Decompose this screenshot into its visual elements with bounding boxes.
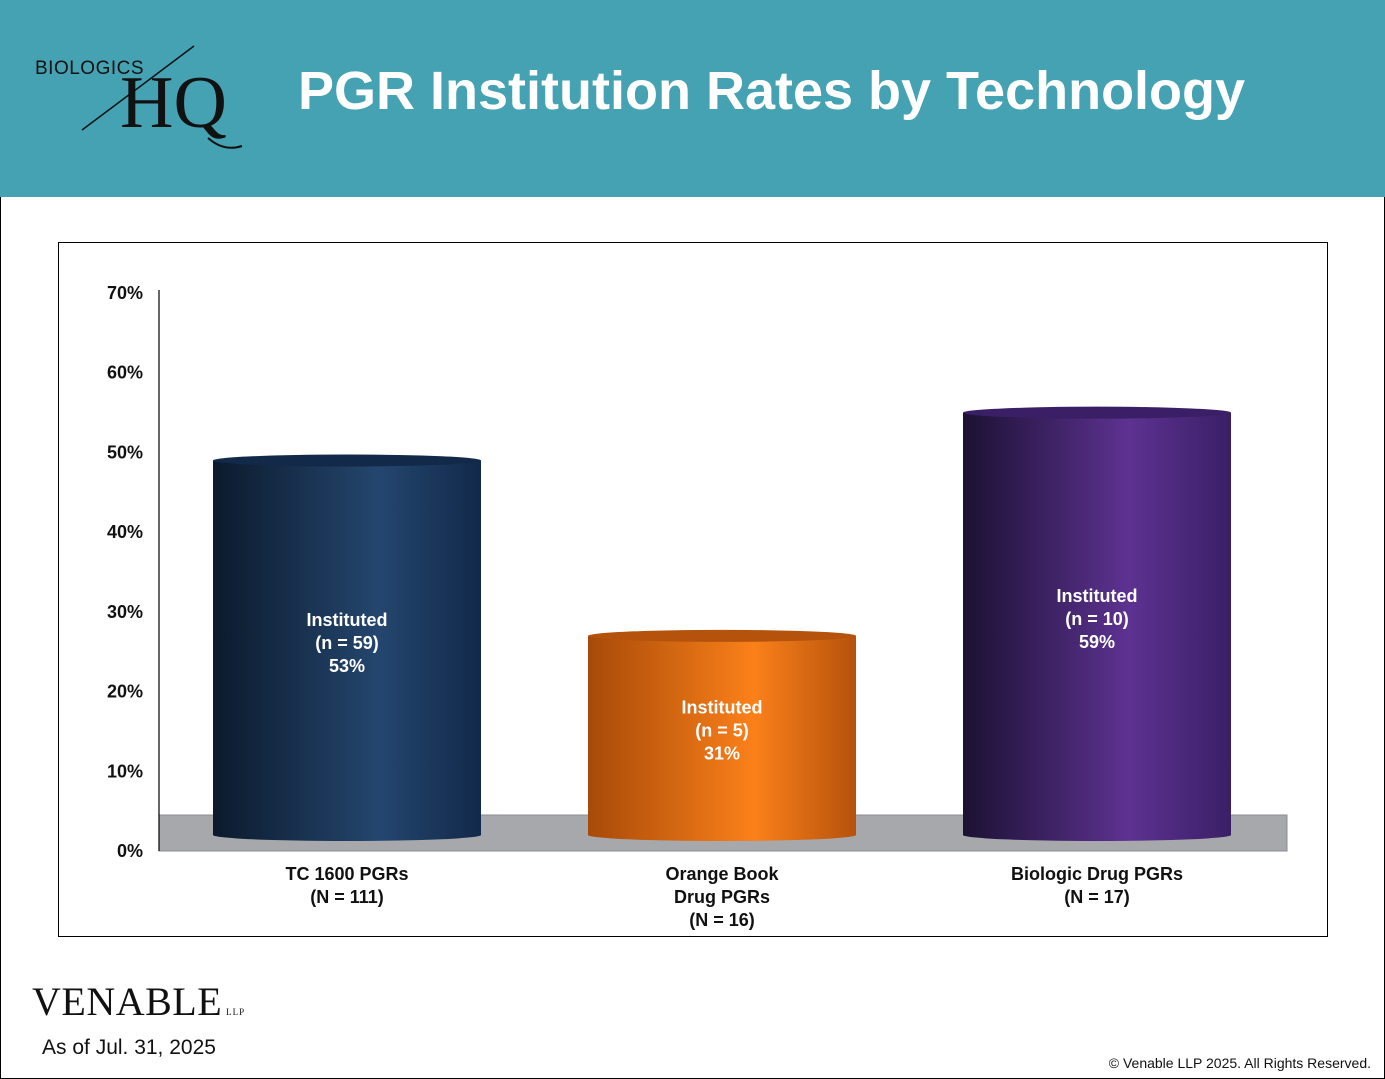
bar xyxy=(963,412,1231,841)
as-of-date: As of Jul. 31, 2025 xyxy=(42,1036,216,1059)
venable-logo: VENABLE LLP xyxy=(32,978,245,1025)
bar xyxy=(588,635,856,841)
chart-panel: 0% 10% 20% 30% 40% 50% 60% 70% Instituted (n = 59… xyxy=(58,242,1328,937)
x-category-label: (N = 16) xyxy=(689,910,755,930)
bar-group xyxy=(213,454,481,841)
page-title: PGR Institution Rates by Technology xyxy=(298,61,1246,121)
bar-data-label: (n = 59) xyxy=(315,633,379,653)
y-tick-label: 0% xyxy=(117,841,143,861)
bar-top-cap xyxy=(213,454,481,467)
y-tick-label: 10% xyxy=(107,761,143,781)
bar-data-label: (n = 10) xyxy=(1065,609,1129,629)
x-category-label: TC 1600 PGRs xyxy=(285,864,408,884)
bar-data-label: Instituted xyxy=(1057,586,1138,606)
bar-top-cap xyxy=(588,629,856,642)
logo-slash-icon xyxy=(81,45,243,149)
x-category-label: Orange Book xyxy=(665,864,779,884)
bar-data-label: Instituted xyxy=(307,610,388,630)
bar-data-label: (n = 5) xyxy=(695,720,749,740)
venable-logo-text: VENABLE xyxy=(32,979,223,1024)
venable-llp-text: LLP xyxy=(226,1007,246,1017)
y-tick-label: 20% xyxy=(107,682,143,702)
x-category-label: Biologic Drug PGRs xyxy=(1011,864,1183,884)
y-tick-label: 70% xyxy=(107,283,143,303)
bar-data-label: 59% xyxy=(1079,632,1115,652)
bar-data-label: 31% xyxy=(704,743,740,763)
logo-biologics-text: BIOLOGICS xyxy=(35,58,145,79)
bar-group xyxy=(963,406,1231,841)
bar-chart: 0% 10% 20% 30% 40% 50% 60% 70% Instituted (n = 59… xyxy=(107,283,1288,930)
bar-top-cap xyxy=(963,406,1231,419)
bar xyxy=(213,460,481,841)
x-category-label: (N = 111) xyxy=(310,887,384,907)
y-tick-label: 60% xyxy=(107,363,143,383)
bar-group xyxy=(588,629,856,841)
header-banner: BIOLOGICS HQ PGR Institution Rates by Te… xyxy=(0,0,1385,197)
x-category-label: Drug PGRs xyxy=(674,887,770,907)
y-tick-label: 30% xyxy=(107,602,143,622)
copyright-notice: © Venable LLP 2025. All Rights Reserved. xyxy=(1108,1055,1371,1071)
bar-data-label: Instituted xyxy=(682,697,763,717)
y-tick-label: 40% xyxy=(107,522,143,542)
bar-data-label: 53% xyxy=(329,656,365,676)
x-category-label: (N = 17) xyxy=(1064,887,1130,907)
y-tick-label: 50% xyxy=(107,442,143,462)
logo-hq-text: HQ xyxy=(120,62,227,144)
